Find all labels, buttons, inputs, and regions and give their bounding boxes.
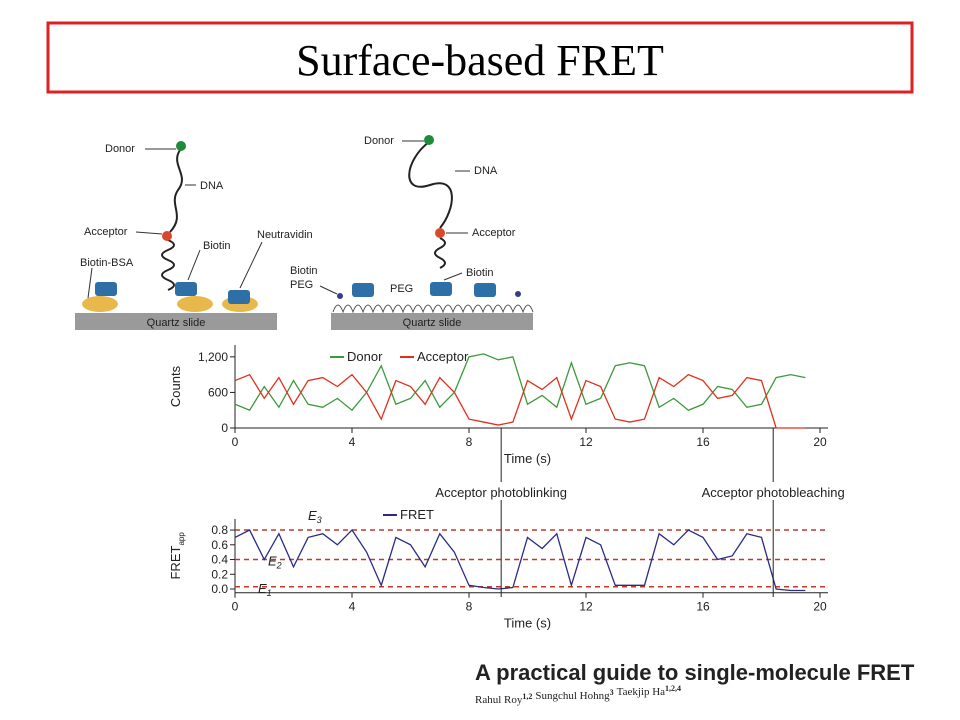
- biotin: [515, 291, 521, 297]
- x-tick-label: 0: [232, 435, 239, 449]
- slide-surface: [331, 313, 533, 330]
- level-label: E1: [258, 581, 272, 598]
- author-name: Sungchul Hohng: [535, 690, 610, 702]
- annotation-label: Acceptor photobleaching: [702, 485, 845, 500]
- x-tick-label: 16: [696, 435, 710, 449]
- level-label: E3: [308, 508, 322, 525]
- x-tick-label: 8: [466, 600, 473, 614]
- x-tick-label: 20: [813, 600, 827, 614]
- y-tick-label: 1,200: [198, 350, 228, 364]
- x-tick-label: 12: [579, 600, 593, 614]
- legend-label: Donor: [347, 349, 383, 364]
- x-tick-label: 16: [696, 600, 710, 614]
- y-tick-label: 0.6: [211, 538, 228, 552]
- author-sup: 1,2,4: [665, 684, 681, 693]
- dna: [408, 141, 453, 229]
- level-label-sub: 1: [267, 588, 272, 598]
- label: Quartz slide: [403, 317, 462, 329]
- label: PEG: [290, 279, 313, 291]
- level-label-sub: 2: [276, 561, 282, 571]
- x-tick-label: 20: [813, 435, 827, 449]
- label: Biotin: [203, 240, 231, 252]
- y-tick-label: 600: [208, 385, 228, 399]
- y-tick-label: 0.4: [211, 553, 228, 567]
- level-label-main: E: [308, 508, 317, 523]
- label: Donor: [364, 135, 394, 147]
- legend-label: Acceptor: [417, 349, 469, 364]
- x-tick-label: 0: [232, 600, 239, 614]
- citation-title: A practical guide to single-molecule FRE…: [475, 660, 915, 685]
- level-label-main: E: [258, 581, 267, 596]
- x-tick-label: 8: [466, 435, 473, 449]
- acceptor-dye: [435, 228, 445, 238]
- series-line: [234, 353, 806, 412]
- y-tick-label: 0: [221, 421, 228, 435]
- label: Donor: [105, 143, 135, 155]
- author-name: Rahul Roy: [475, 694, 523, 706]
- level-label-sub: 3: [317, 515, 322, 525]
- x-tick-label: 12: [579, 435, 593, 449]
- slide-surface: [75, 313, 277, 330]
- y-tick-label: 0.0: [211, 582, 228, 596]
- author-sup: 3: [610, 688, 614, 697]
- label: DNA: [474, 165, 498, 177]
- y-axis-label-sub: app: [177, 532, 186, 546]
- x-axis-label: Time (s): [504, 616, 551, 631]
- author-name: Taekjip Ha: [617, 686, 666, 698]
- level-label: E2: [268, 554, 282, 571]
- x-axis-label: Time (s): [504, 451, 551, 466]
- label: Biotin: [466, 267, 494, 279]
- series-line: [234, 529, 806, 592]
- helix: [434, 237, 446, 269]
- neutravidin: [95, 282, 250, 304]
- level-label-main: E: [268, 554, 277, 569]
- y-axis-label-main: Counts: [168, 365, 183, 407]
- legend-label: FRET: [400, 507, 434, 522]
- neutravidin: [352, 282, 496, 297]
- peg-brush: [332, 304, 534, 314]
- y-axis-label: FRETapp: [168, 532, 186, 580]
- label: DNA: [200, 180, 224, 192]
- label: Quartz slide: [147, 317, 206, 329]
- y-axis-label: Counts: [168, 365, 183, 407]
- helix: [161, 239, 175, 291]
- y-tick-label: 0.2: [211, 567, 228, 581]
- slide-title: Surface-based FRET: [296, 36, 664, 85]
- y-tick-label: 0.8: [211, 523, 228, 537]
- acceptor-dye: [162, 231, 172, 241]
- label: Biotin: [290, 265, 318, 277]
- y-axis-label-main: FRET: [168, 546, 183, 580]
- title-box: [46, 21, 914, 94]
- label: Biotin-BSA: [80, 257, 134, 269]
- annotation-label: Acceptor photoblinking: [435, 485, 567, 500]
- donor-dye: [424, 135, 434, 145]
- diagram-right: Quartz slide Donor DNA Acceptor Biotin B…: [290, 135, 534, 330]
- x-tick-label: 4: [349, 435, 356, 449]
- label: Neutravidin: [257, 229, 313, 241]
- biotin: [337, 293, 343, 299]
- dna: [169, 149, 183, 233]
- author-sup: 1,2: [522, 692, 532, 701]
- citation-authors: Rahul Roy1,2 Sungchul Hohng3 Taekjip Ha1,2…: [475, 684, 681, 706]
- label: Acceptor: [84, 226, 128, 238]
- series-line: [234, 373, 806, 429]
- label: PEG: [390, 283, 413, 295]
- diagram-left: Quartz slide Donor DNA Acceptor Biotin N…: [75, 141, 313, 330]
- donor-dye: [176, 141, 186, 151]
- label: Acceptor: [472, 227, 516, 239]
- x-tick-label: 4: [349, 600, 356, 614]
